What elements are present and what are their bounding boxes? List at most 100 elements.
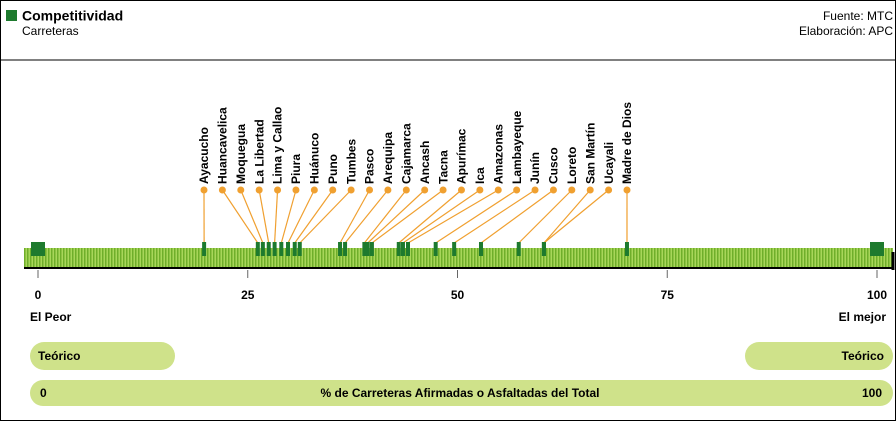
region-label: Lambayeque: [510, 110, 524, 184]
marker: [366, 242, 370, 256]
region-label: Ancash: [418, 141, 432, 184]
leader-dot: [495, 187, 502, 194]
leader-dot: [440, 187, 447, 194]
leader: [481, 190, 553, 243]
x-tick-label: 100: [867, 288, 887, 302]
leader-dot: [348, 187, 355, 194]
region-label: Ica: [473, 167, 487, 184]
leader: [340, 190, 369, 243]
leader-dot: [292, 187, 299, 194]
axis-title: % de Carreteras Afirmadas o Asfaltadas d…: [321, 386, 600, 400]
leader-dot: [550, 187, 557, 194]
leader-dot: [513, 187, 520, 194]
min-label: El Peor: [30, 310, 72, 324]
region-label: Arequipa: [381, 132, 395, 184]
region-label: Cajamarca: [399, 123, 413, 184]
marker: [434, 242, 438, 256]
region-label: San Martín: [583, 123, 597, 184]
leader-dot: [201, 187, 208, 194]
leader: [281, 190, 296, 243]
marker: [293, 242, 297, 256]
region-label: Ucayali: [602, 142, 616, 184]
leader-dot: [384, 187, 391, 194]
leader: [364, 190, 406, 243]
chart-subtitle: Carreteras: [22, 24, 79, 38]
region-label: Junín: [528, 152, 542, 184]
credit: Elaboración: APC: [799, 24, 893, 38]
region-label: Piura: [289, 154, 303, 184]
leader-dot: [532, 187, 539, 194]
leader-dot: [403, 187, 410, 194]
axis-max: 100: [862, 386, 882, 400]
chart-title: Competitividad: [22, 8, 123, 24]
marker: [625, 242, 629, 256]
leader: [408, 190, 498, 243]
region-label: Cusco: [547, 147, 561, 184]
marker: [517, 242, 521, 256]
leader-dot: [624, 187, 631, 194]
leader-dot: [219, 187, 226, 194]
leader-dot: [458, 187, 465, 194]
leader: [259, 190, 269, 243]
marker: [202, 242, 206, 256]
leader: [436, 190, 517, 243]
marker: [406, 242, 410, 256]
endpoint: [31, 242, 45, 256]
leader: [403, 190, 480, 243]
marker: [401, 242, 405, 256]
marker: [273, 242, 277, 256]
title-icon: [6, 10, 17, 21]
marker: [452, 242, 456, 256]
leader: [368, 190, 425, 243]
leader-dot: [311, 187, 318, 194]
reference-label: Teórico: [842, 349, 884, 363]
strip: [24, 248, 893, 268]
region-label: Moquegua: [234, 124, 248, 184]
leader: [345, 190, 388, 243]
region-label: Loreto: [565, 147, 579, 184]
leader: [544, 190, 590, 243]
leader-dot: [568, 187, 575, 194]
region-label: Tacna: [436, 150, 450, 184]
region-label: Lima y Callao: [271, 107, 285, 184]
leader-dot: [237, 187, 244, 194]
region-label: Huancavelica: [216, 107, 230, 184]
region-label: Ayacucho: [197, 127, 211, 184]
marker: [298, 242, 302, 256]
leader-dot: [476, 187, 483, 194]
leader: [222, 190, 257, 243]
x-tick-label: 25: [241, 288, 255, 302]
max-label: El mejor: [839, 310, 887, 324]
leader-dot: [256, 187, 263, 194]
leader: [454, 190, 535, 243]
leader: [544, 190, 609, 243]
marker: [256, 242, 260, 256]
marker: [267, 242, 271, 256]
region-label: Apurímac: [455, 128, 469, 184]
x-tick-label: 75: [661, 288, 675, 302]
marker: [542, 242, 546, 256]
leader-dot: [421, 187, 428, 194]
leader-dot: [605, 187, 612, 194]
region-label: La Libertad: [252, 119, 266, 184]
marker: [261, 242, 265, 256]
leader: [300, 190, 351, 243]
marker: [338, 242, 342, 256]
region-label: Madre de Dios: [620, 102, 634, 184]
region-label: Amazonas: [491, 124, 505, 184]
endpoint: [870, 242, 884, 256]
source: Fuente: MTC: [823, 9, 893, 23]
marker: [343, 242, 347, 256]
leader-dot: [366, 187, 373, 194]
marker: [479, 242, 483, 256]
reference-label: Teórico: [38, 349, 80, 363]
leader: [275, 190, 278, 243]
region-label: Pasco: [363, 149, 377, 184]
x-tick-label: 50: [451, 288, 465, 302]
region-label: Puno: [326, 154, 340, 184]
x-tick-label: 0: [35, 288, 42, 302]
leader: [519, 190, 572, 243]
leader: [288, 190, 314, 243]
region-label: Tumbes: [344, 139, 358, 184]
